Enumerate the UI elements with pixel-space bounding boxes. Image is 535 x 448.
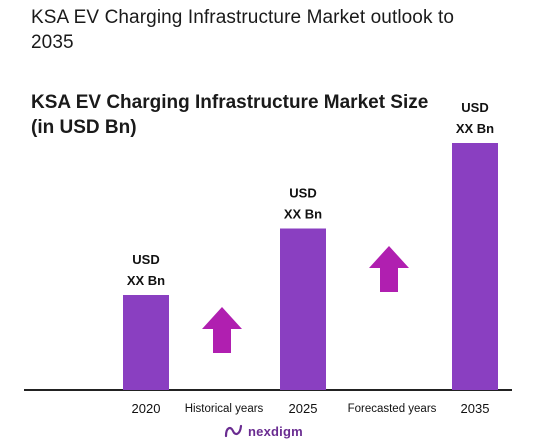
data-label-value-2025: XX Bn bbox=[284, 207, 322, 222]
data-label-currency-2035: USD bbox=[461, 100, 488, 115]
chart-title: KSA EV Charging Infrastructure Market Si… bbox=[31, 92, 429, 138]
x-tick-label-2035: 2035 bbox=[461, 401, 490, 416]
nexdigm-logo: nexdigm bbox=[224, 423, 303, 439]
data-label-value-2035: XX Bn bbox=[456, 121, 494, 136]
logo-text: nexdigm bbox=[248, 423, 303, 439]
bar-2025 bbox=[280, 228, 326, 390]
growth-arrow-icon-forecast bbox=[369, 246, 409, 292]
x-tick-label-2020: 2020 bbox=[132, 401, 161, 416]
growth-arrow-icon-historical bbox=[202, 307, 242, 353]
data-label-currency-2025: USD bbox=[289, 186, 316, 201]
nexdigm-logo-icon bbox=[224, 424, 243, 438]
data-label-value-2020: XX Bn bbox=[127, 273, 165, 288]
page-title: KSA EV Charging Infrastructure Market ou… bbox=[31, 7, 455, 53]
period-label-historical: Historical years bbox=[185, 403, 264, 415]
bar-2020 bbox=[123, 295, 169, 390]
period-label-forecasted: Forecasted years bbox=[348, 403, 437, 415]
bar-2035 bbox=[452, 143, 498, 390]
data-label-currency-2020: USD bbox=[132, 252, 159, 267]
x-tick-label-2025: 2025 bbox=[289, 401, 318, 416]
